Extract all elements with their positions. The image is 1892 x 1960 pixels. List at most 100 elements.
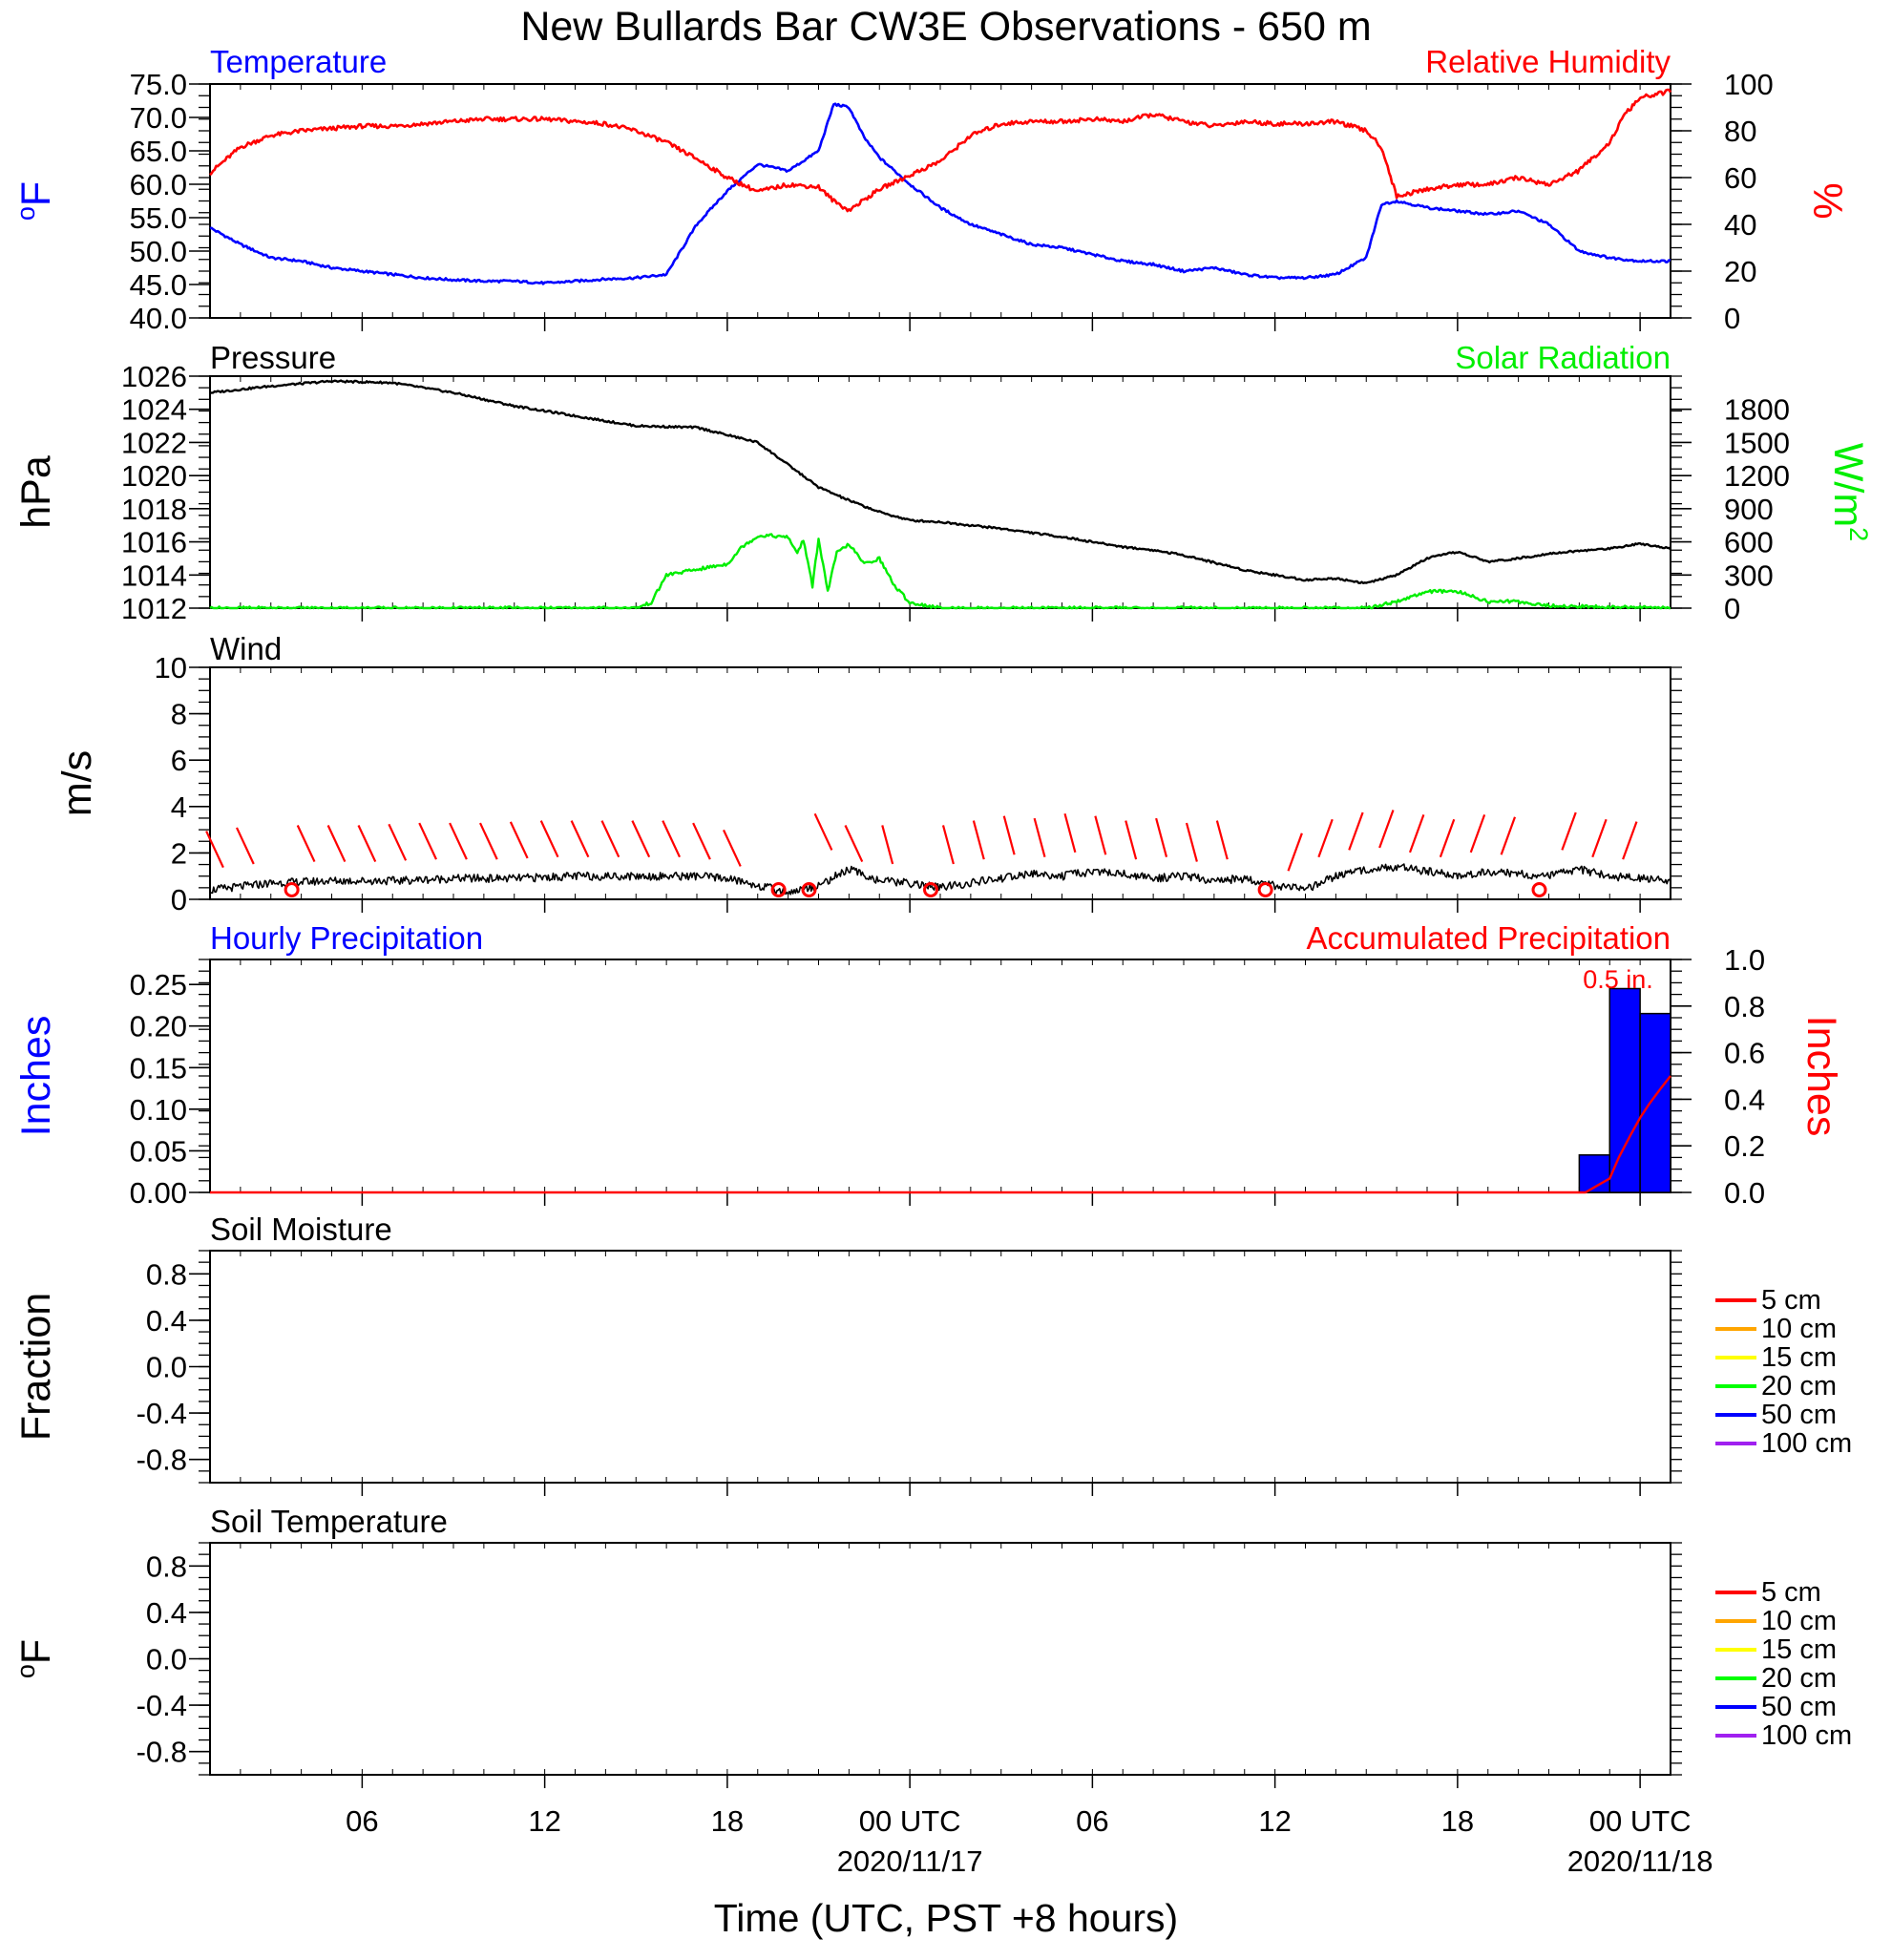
rh-title: Relative Humidity	[1425, 44, 1671, 79]
y2-tick-label: 600	[1724, 526, 1774, 559]
pressure-unit: hPa	[13, 455, 59, 529]
y-tick-label: 0.8	[146, 1257, 187, 1291]
legend-label: 10 cm	[1761, 1314, 1837, 1344]
wind-barb	[388, 823, 408, 861]
y2-tick-label: 0	[1724, 302, 1740, 335]
y-tick-label: 1014	[121, 558, 187, 592]
y-tick-label: 0.25	[130, 968, 187, 1001]
x-tick-label: 12	[1258, 1804, 1291, 1838]
y2-tick-label: 300	[1724, 558, 1774, 592]
wind-barb	[1063, 812, 1077, 854]
legend-label: 20 cm	[1761, 1663, 1837, 1694]
x-tick-label: 06	[346, 1804, 378, 1838]
y2-tick-label: 0.6	[1724, 1037, 1765, 1070]
calm-wind-circle	[801, 882, 817, 897]
wind-barb	[357, 825, 377, 863]
legend-label: 5 cm	[1761, 1577, 1821, 1608]
calm-wind-circle	[1531, 882, 1547, 897]
temperature-line	[209, 102, 1671, 285]
wind-barb	[600, 820, 620, 858]
wind-barb	[296, 825, 316, 863]
temperature-unit: oF	[11, 181, 59, 221]
wind-barb	[692, 822, 711, 860]
y-tick-label: 0.15	[130, 1051, 187, 1085]
panel-precipitation: 0.25 0.20 0.15 0.10 0.05 0.00 1.0 0.8 0.6 0.4 0.2 0…	[13, 920, 1844, 1210]
panel-frame	[209, 959, 1671, 1193]
wind-barb	[205, 831, 224, 869]
y2-tick-label: 0.4	[1724, 1083, 1765, 1116]
wind-barb	[1125, 820, 1138, 860]
y2-tick-label: 900	[1724, 493, 1774, 526]
y-tick-label: 1012	[121, 592, 187, 625]
x-date-label: 2020/11/18	[1567, 1844, 1713, 1878]
wind-barb	[1348, 811, 1364, 851]
calm-wind-circle	[1257, 882, 1273, 897]
y-tick-label: 70.0	[130, 101, 187, 135]
soil_temp-unit: oF	[11, 1639, 59, 1678]
x-tick-label: 12	[528, 1804, 560, 1838]
y2-tick-label: 0.0	[1724, 1176, 1765, 1210]
y-tick-label: 60.0	[130, 168, 187, 201]
wind-barb	[1317, 818, 1334, 858]
precip-bar	[1578, 1154, 1610, 1193]
y2-tick-label: 0	[1724, 592, 1740, 625]
soil_moisture-title: Soil Moisture	[210, 1212, 392, 1247]
y-tick-label: 1020	[121, 459, 187, 493]
wind-barb	[1185, 822, 1198, 862]
wind-barb	[1287, 832, 1303, 872]
panel-frame	[209, 1542, 1671, 1776]
y2-tick-label: 1200	[1724, 459, 1790, 493]
y2-tick-label: 0.8	[1724, 990, 1765, 1023]
y-tick-label: 1026	[121, 360, 187, 393]
y-tick-label: 1022	[121, 426, 187, 459]
wind-barb	[509, 821, 529, 859]
y-tick-label: 40.0	[130, 302, 187, 335]
x-axis: 06 12 18 00 UTC 2020/11/17 06 12 18 00 UTC 2020/1…	[346, 1804, 1713, 1878]
rh-unit: %	[1804, 182, 1850, 219]
solar-unit: W/m2	[1825, 443, 1873, 541]
accum-precip-unit: Inches	[1798, 1016, 1844, 1137]
pressure-title: Pressure	[210, 340, 336, 375]
y-tick-label: 0.10	[130, 1093, 187, 1127]
legend-label: 100 cm	[1761, 1428, 1852, 1459]
x-tick-label: 18	[711, 1804, 744, 1838]
legend-label: 15 cm	[1761, 1342, 1837, 1373]
wind-barb	[844, 825, 864, 863]
wind-barb	[479, 822, 498, 860]
wind-barb	[1155, 817, 1168, 857]
hourly-precip-unit: Inches	[13, 1016, 59, 1137]
y-tick-label: 65.0	[130, 135, 187, 168]
wind-title: Wind	[210, 631, 282, 666]
y-tick-label: 6	[171, 744, 187, 777]
solar-title: Solar Radiation	[1455, 340, 1671, 375]
wind-barb	[881, 825, 894, 865]
y2-tick-label: 1.0	[1724, 943, 1765, 977]
y-tick-label: 8	[171, 698, 187, 731]
y-tick-label: 4	[171, 790, 187, 824]
wind-barb	[1002, 815, 1016, 855]
panel-wind: 10 8 6 4 2 0 Wind m/s	[54, 631, 1682, 917]
y2-tick-label: 80	[1724, 115, 1756, 148]
y2-tick-label: 60	[1724, 161, 1756, 195]
x-date-label: 2020/11/17	[837, 1844, 983, 1878]
wind-barb	[1500, 816, 1517, 855]
x-tick-label: 00 UTC	[1589, 1804, 1692, 1838]
legend-label: 20 cm	[1761, 1371, 1837, 1402]
wind-barb	[1439, 818, 1456, 858]
wind-barb	[662, 820, 681, 858]
y-tick-label: 0.4	[146, 1596, 187, 1630]
y-tick-label: 10	[155, 651, 187, 685]
panel-frame	[209, 666, 1671, 900]
wind-barb	[539, 820, 559, 858]
y2-tick-label: 20	[1724, 255, 1756, 288]
wind-barb	[1378, 810, 1395, 849]
y-tick-label: 0.20	[130, 1010, 187, 1043]
wind-barb	[418, 822, 437, 860]
accum-precip-title: Accumulated Precipitation	[1306, 920, 1671, 956]
wind-barb	[813, 812, 833, 851]
soil_moisture-unit: Fraction	[13, 1293, 59, 1441]
solar-line	[209, 533, 1671, 610]
y-tick-label: 45.0	[130, 268, 187, 302]
